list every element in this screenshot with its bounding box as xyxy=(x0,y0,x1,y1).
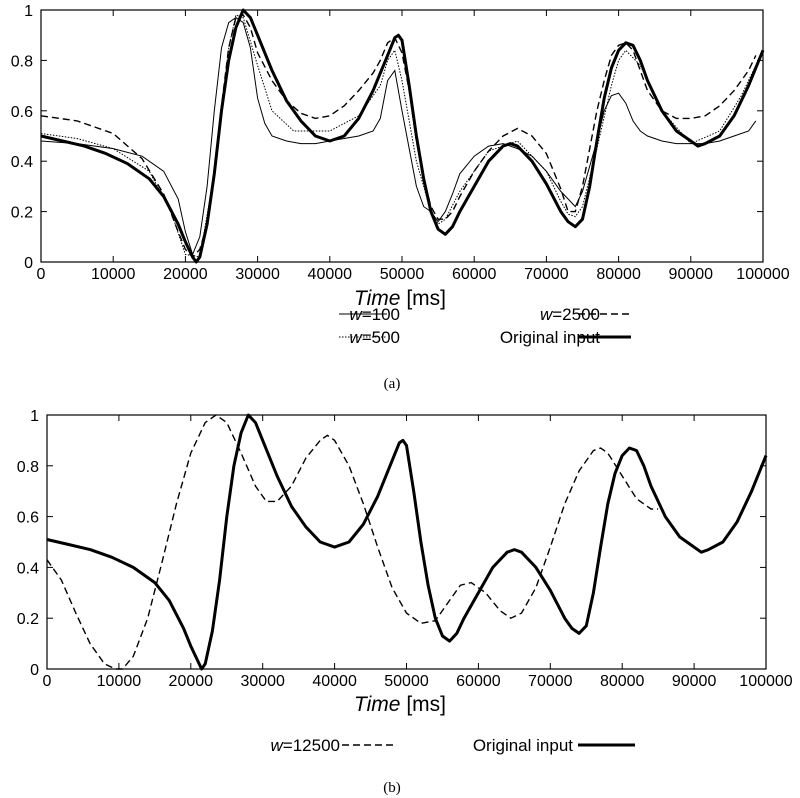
y-tick-label: 0.4 xyxy=(17,560,39,577)
y-tick-label: 0.8 xyxy=(11,53,33,70)
y-tick-label: 0.4 xyxy=(11,154,33,171)
plot-b: 0 10000 20000 30000 40000 50000 60000 70000 8000… xyxy=(17,408,793,796)
legend-label: Original input xyxy=(473,736,573,755)
figure-caption: (b) xyxy=(383,780,401,796)
x-tick-label: 40000 xyxy=(312,673,357,690)
legend-label: w=500 xyxy=(349,328,400,347)
y-tick-label: 0.8 xyxy=(17,459,39,476)
x-tick-label: 20000 xyxy=(169,673,214,690)
y-tick-label: 0 xyxy=(30,662,39,679)
x-tick-label: 50000 xyxy=(384,673,429,690)
x-tick-label: 20000 xyxy=(163,266,208,283)
x-tick-label: 70000 xyxy=(524,266,569,283)
y-tick-label: 0.6 xyxy=(11,104,33,121)
x-tick-label: 0 xyxy=(43,673,52,690)
y-tick-label: 1 xyxy=(30,408,39,425)
x-tick-label: 100000 xyxy=(739,673,792,690)
x-tick-label: 10000 xyxy=(97,673,142,690)
x-tick-label: 30000 xyxy=(235,266,280,283)
series-line-w-100 xyxy=(40,16,757,256)
plot-a: 0 10000 20000 30000 40000 50000 60000 70000 8000… xyxy=(11,3,790,392)
figure-caption: (a) xyxy=(384,376,401,392)
x-tick-label: 80000 xyxy=(596,266,641,283)
x-tick-label: 60000 xyxy=(452,266,497,283)
y-tick-label: 0.2 xyxy=(11,205,33,222)
x-tick-label: 70000 xyxy=(528,673,573,690)
x-tick-label: 100000 xyxy=(736,266,789,283)
x-tick-label: 90000 xyxy=(672,673,717,690)
x-tick-label: 80000 xyxy=(600,673,645,690)
series-line-w-500 xyxy=(40,14,757,258)
x-tick-label: 90000 xyxy=(669,266,714,283)
x-tick-label: 0 xyxy=(37,266,46,283)
legend-label: w=2500 xyxy=(540,305,600,324)
x-tick-label: 40000 xyxy=(308,266,353,283)
x-tick-label: 30000 xyxy=(240,673,285,690)
series-line-original-input xyxy=(46,413,768,671)
y-tick-label: 1 xyxy=(24,3,33,20)
x-tick-label: 50000 xyxy=(380,266,425,283)
legend-label: Original input xyxy=(500,328,600,347)
x-axis-label: Time [ms] xyxy=(354,287,446,310)
series-line-original-input xyxy=(40,8,765,264)
y-tick-label: 0.6 xyxy=(17,510,39,527)
y-tick-label: 0.2 xyxy=(17,611,39,628)
y-tick-label: 0 xyxy=(24,255,33,272)
x-tick-label: 10000 xyxy=(91,266,136,283)
x-tick-label: 60000 xyxy=(456,673,501,690)
series-line-w-12500 xyxy=(46,414,659,670)
legend-label: w=12500 xyxy=(271,736,340,755)
x-axis-label: Time [ms] xyxy=(354,693,446,716)
